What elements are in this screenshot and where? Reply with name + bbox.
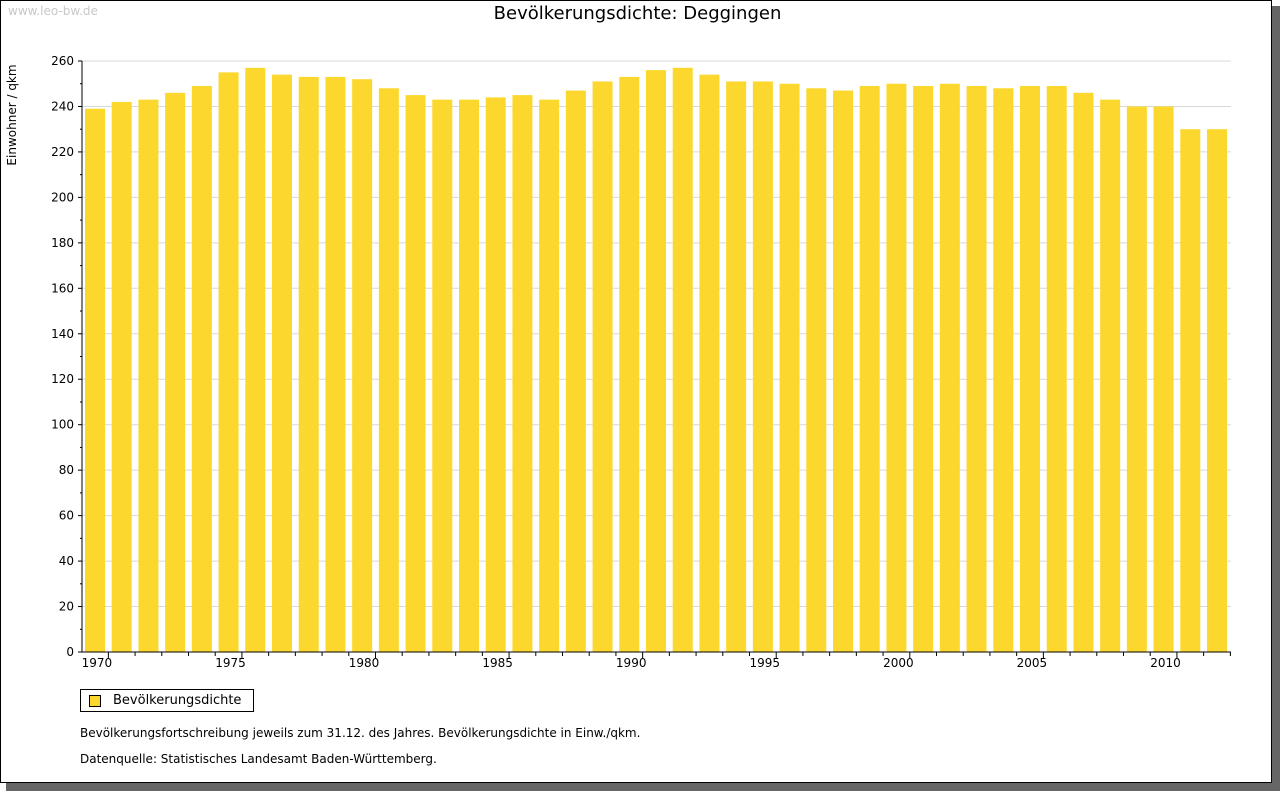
y-tick-label: 260 [51,54,74,68]
bar-1973 [165,92,186,653]
bar-1979 [325,76,346,652]
x-tick-label: 2005 [1017,656,1048,670]
bar-2011 [1180,129,1201,652]
note-line-1: Bevölkerungsfortschreibung jeweils zum 3… [80,726,641,740]
y-tick-label: 200 [51,190,74,204]
bars [85,67,1227,653]
legend-label: Bevölkerungsdichte [113,693,242,708]
x-tick-label: 1970 [82,656,113,670]
y-tick-label: 140 [51,327,74,341]
bar-1983 [432,99,453,652]
bar-1976 [245,67,266,653]
bar-1970 [85,108,105,652]
chart-title: Bevölkerungsdichte: Deggingen [493,3,782,24]
bar-1990 [619,76,640,652]
bar-1987 [539,99,560,652]
bar-2006 [1046,86,1067,652]
bar-1988 [565,90,586,653]
bar-1999 [859,86,880,652]
bar-1971 [111,101,132,652]
y-tick-label: 240 [51,99,74,113]
bar-2003 [966,86,987,652]
bar-2004 [993,88,1014,653]
x-tick-label: 2010 [1150,656,1181,670]
x-tick-label: 1985 [482,656,513,670]
x-tick-label: 1975 [215,656,246,670]
bar-1978 [298,76,319,652]
frame-shadow-bottom [6,783,1280,791]
legend-swatch [89,694,101,707]
x-tick-label: 2000 [883,656,914,670]
axes: 0 20 40 60 80 100 120 140 160 180 200 220 240 260 1970… [51,54,1231,670]
watermark: www.leo-bw.de [8,4,98,18]
y-tick-label: 160 [51,281,74,295]
bar-1991 [646,70,666,653]
y-tick-label: 180 [51,236,74,250]
x-tick-label: 1980 [349,656,380,670]
bar-1975 [218,72,239,653]
bar-1992 [672,67,693,653]
bar-2005 [1020,86,1040,652]
y-tick-label: 0 [66,645,74,659]
bar-2001 [913,86,934,652]
bar-2007 [1073,92,1094,653]
y-tick-label: 60 [59,509,74,523]
bar-1993 [699,74,720,653]
y-tick-label: 100 [51,418,74,432]
y-tick-label: 80 [59,463,74,477]
y-tick-label: 220 [51,145,74,159]
y-tick-label: 40 [59,554,74,568]
bar-1989 [592,81,613,652]
bar-1982 [405,95,426,653]
legend[interactable]: Bevölkerungsdichte [80,689,255,712]
bar-2009 [1126,106,1147,652]
bar-1972 [138,99,159,652]
bar-1977 [272,74,292,653]
y-tick-label: 120 [51,372,74,386]
bar-1996 [779,83,800,652]
bar-2012 [1207,129,1227,652]
bar-2002 [939,83,960,652]
bar-1994 [726,81,747,652]
bar-2010 [1153,106,1174,652]
bar-1995 [752,81,773,652]
y-tick-label: 20 [59,600,74,614]
bar-1974 [191,86,212,652]
note-line-2: Datenquelle: Statistisches Landesamt Bad… [80,752,437,766]
bar-2000 [886,83,907,652]
bar-chart: 0 20 40 60 80 100 120 140 160 180 200 220 240 260 1970… [5,54,1231,670]
bar-1981 [378,88,399,653]
x-tick-label: 1990 [616,656,647,670]
y-axis-title: Einwohner / qkm [5,64,19,165]
bar-1985 [485,97,506,652]
bar-1980 [352,79,373,652]
bar-1984 [459,99,479,652]
frame-shadow-right [1272,6,1280,791]
x-tick-label: 1995 [750,656,781,670]
bar-1997 [806,88,827,653]
bar-1986 [512,95,533,653]
bar-2008 [1100,99,1121,652]
bar-1998 [833,90,853,653]
